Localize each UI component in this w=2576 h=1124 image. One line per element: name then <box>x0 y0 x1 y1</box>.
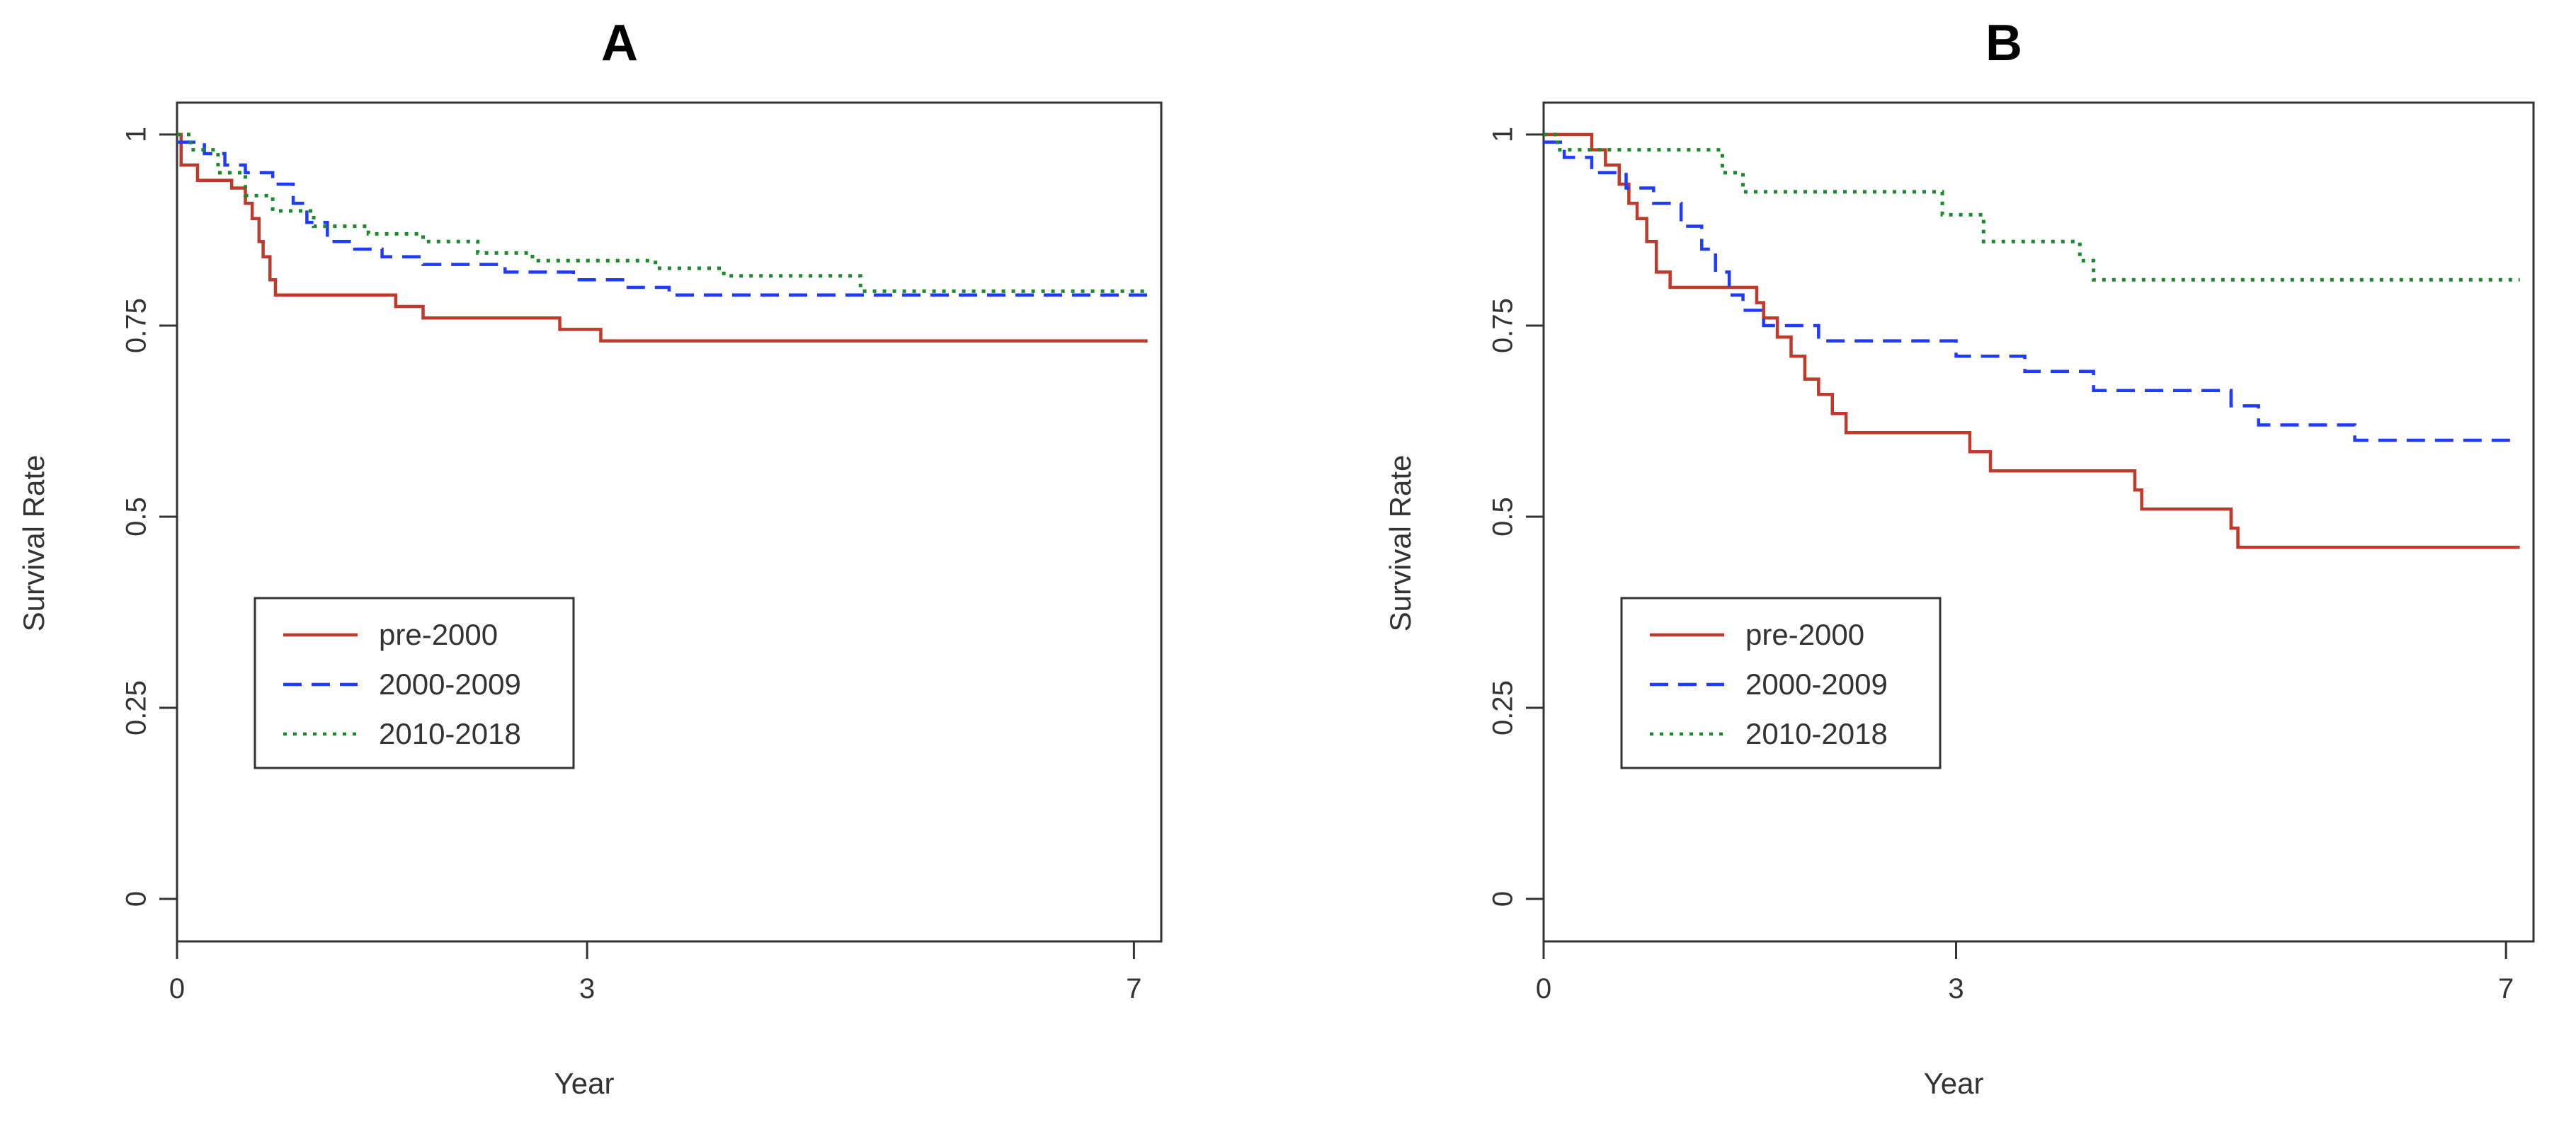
series-line-pre-2000 <box>1544 132 2520 549</box>
series-line-2010-2018 <box>177 132 1148 293</box>
chart-b-svg: B 0 0.25 0.5 0.75 1 0 3 7 Year Survival Rate pre-20… <box>1384 15 2535 1100</box>
y-axis-label: Survival Rate <box>17 455 50 632</box>
chart-a-svg: A 0 0.25 0.5 0.75 1 0 3 7 Year Survival Rate pre-20… <box>17 15 1163 1100</box>
y-axis-label: Survival Rate <box>1384 455 1417 632</box>
x-tick-label: 3 <box>1948 973 1964 1004</box>
chart-a-plot-frame <box>176 101 1163 943</box>
x-axis-label: Year <box>554 1067 615 1100</box>
legend-label: 2000-2009 <box>379 667 521 701</box>
series-line-2000-2009 <box>177 140 1149 299</box>
series-line-pre-2000 <box>177 132 1148 343</box>
legend-label: pre-2000 <box>1745 618 1864 651</box>
chart-b-plot-frame <box>1542 101 2535 943</box>
chart-a-legend <box>253 597 575 769</box>
x-tick-label: 0 <box>169 973 185 1004</box>
x-tick-label: 7 <box>1126 973 1141 1004</box>
y-tick-label: 0 <box>121 891 152 907</box>
x-axis-label: Year <box>1924 1067 1984 1100</box>
chart-a-title: A <box>601 15 638 71</box>
series-line-2000-2009 <box>1544 140 2520 442</box>
y-tick-label: 0.75 <box>1488 298 1519 353</box>
y-tick-label: 0.25 <box>121 680 152 735</box>
chart-b-title: B <box>1985 15 2022 71</box>
y-tick-label: 1 <box>1488 127 1519 142</box>
y-tick-label: 0.5 <box>1488 497 1519 537</box>
x-tick-label: 3 <box>579 973 595 1004</box>
legend-label: 2010-2018 <box>379 717 521 750</box>
y-tick-label: 0.25 <box>1488 680 1519 735</box>
x-tick-label: 7 <box>2498 973 2514 1004</box>
chart-b-legend <box>1620 597 1942 769</box>
y-tick-label: 0.75 <box>121 298 152 353</box>
x-tick-label: 0 <box>1536 973 1551 1004</box>
legend-label: 2000-2009 <box>1745 667 1888 701</box>
legend-label: pre-2000 <box>379 618 498 651</box>
panel-b: B 0 0.25 0.5 0.75 1 0 3 7 Year Survival Rate pre-20… <box>1367 0 2576 1124</box>
y-tick-label: 0 <box>1488 891 1519 907</box>
series-line-2010-2018 <box>1544 132 2520 282</box>
legend-label: 2010-2018 <box>1745 717 1888 750</box>
panel-a: A 0 0.25 0.5 0.75 1 0 3 7 Year Survival Rate pre-20… <box>0 0 1204 1124</box>
y-tick-label: 0.5 <box>121 497 152 537</box>
y-tick-label: 1 <box>121 127 152 142</box>
